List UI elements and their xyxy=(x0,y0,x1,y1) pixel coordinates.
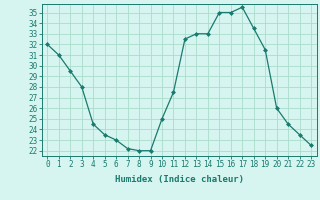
X-axis label: Humidex (Indice chaleur): Humidex (Indice chaleur) xyxy=(115,175,244,184)
